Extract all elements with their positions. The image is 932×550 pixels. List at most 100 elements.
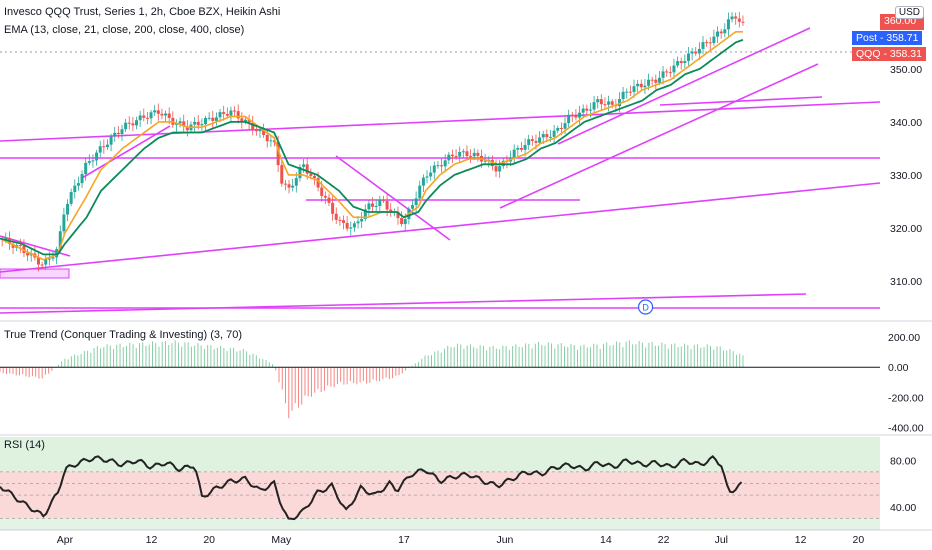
candle-body	[360, 218, 364, 222]
support-zone-box	[0, 268, 70, 279]
candle-body	[294, 178, 298, 186]
ema-fast-line	[0, 31, 743, 261]
candle-body	[334, 213, 338, 220]
candle-body	[385, 200, 389, 210]
time-axis-label: 14	[600, 534, 612, 546]
time-axis-label: 22	[658, 534, 670, 546]
candle-body	[247, 119, 251, 123]
candle-body	[80, 174, 84, 184]
candle-body	[683, 60, 687, 64]
candle-body	[127, 122, 131, 124]
symbol-label: QQQ	[856, 48, 881, 60]
candle-body	[541, 134, 545, 138]
true-trend-label[interactable]: True Trend (Conquer Trading & Investing)…	[4, 329, 243, 341]
candle-body	[98, 146, 102, 153]
candle-body	[454, 156, 458, 158]
trendline	[81, 125, 171, 179]
candle-body	[476, 152, 480, 156]
candle-body	[113, 132, 117, 137]
candle-body	[167, 113, 171, 118]
candle-body	[243, 119, 247, 122]
candle-body	[596, 99, 600, 103]
candle-body	[138, 115, 142, 121]
candle-body	[617, 99, 621, 107]
candle-body	[701, 42, 705, 49]
trendline	[0, 101, 881, 142]
candle-body	[578, 112, 582, 118]
candle-body	[87, 161, 91, 163]
trendline	[335, 155, 451, 241]
candle-body	[95, 152, 99, 161]
candle-body	[716, 31, 720, 37]
candle-body	[552, 130, 556, 137]
candle-body	[708, 42, 712, 44]
candle-body	[156, 110, 160, 114]
candle-body	[352, 223, 356, 228]
candle-body	[200, 124, 204, 126]
trendline	[0, 293, 807, 314]
candle-body	[363, 209, 367, 219]
candle-body	[469, 156, 473, 158]
candle-body	[76, 183, 80, 186]
candle-body	[174, 123, 178, 125]
candle-body	[298, 166, 302, 179]
candle-body	[240, 118, 244, 122]
time-axis-label: Jun	[496, 534, 513, 546]
candle-body	[498, 166, 502, 172]
candle-body	[443, 160, 447, 167]
candle-body	[519, 147, 523, 150]
candle-body	[414, 198, 418, 206]
last-price-value: 358.31	[889, 48, 922, 60]
candle-body	[254, 130, 258, 132]
dividend-marker-icon	[637, 299, 654, 315]
rsi-axis-label: 80.00	[890, 455, 916, 467]
candle-body	[160, 113, 164, 116]
candle-body	[559, 127, 563, 129]
candle-body	[741, 21, 745, 23]
candle-body	[719, 31, 723, 34]
candle-body	[585, 108, 589, 111]
candle-body	[367, 203, 371, 210]
candle-body	[418, 185, 422, 199]
rsi-axis-label: 40.00	[890, 502, 916, 514]
rsi-label[interactable]: RSI (14)	[4, 439, 45, 451]
last-dash: -	[883, 48, 890, 60]
candle-body	[603, 104, 607, 106]
candle-body	[196, 121, 200, 126]
candle-body	[280, 165, 284, 184]
candle-body	[276, 142, 280, 166]
candle-body	[338, 219, 342, 221]
currency-button[interactable]: USD	[894, 6, 924, 19]
candle-body	[58, 231, 62, 250]
candle-body	[204, 118, 208, 125]
price-axis-label: 310.00	[890, 276, 922, 288]
candle-body	[411, 205, 415, 209]
candle-body	[494, 166, 498, 172]
candle-body	[222, 112, 226, 115]
rsi-oversold-zone	[0, 518, 880, 530]
price-axis-label: 320.00	[890, 223, 922, 235]
candle-body	[527, 139, 531, 145]
candle-body	[291, 185, 295, 188]
candle-body	[18, 245, 22, 247]
candle-body	[233, 110, 237, 112]
trendline	[557, 27, 811, 145]
candle-body	[639, 83, 643, 88]
candle-body	[51, 257, 55, 259]
candle-body	[450, 154, 454, 157]
chart-title: Invesco QQQ Trust, Series 1, 2h, Cboe BZ…	[4, 6, 281, 18]
candle-body	[679, 61, 683, 64]
candle-body	[625, 91, 629, 93]
candle-body	[229, 110, 233, 116]
ema-indicator-label[interactable]: EMA (13, close, 21, close, 200, close, 4…	[4, 24, 245, 36]
candle-body	[178, 121, 182, 124]
candle-body	[472, 152, 476, 157]
candle-body	[534, 141, 538, 143]
candle-body	[712, 36, 716, 44]
candle-body	[320, 187, 324, 196]
candle-body	[657, 77, 661, 83]
candle-body	[331, 202, 335, 214]
candle-body	[650, 79, 654, 81]
